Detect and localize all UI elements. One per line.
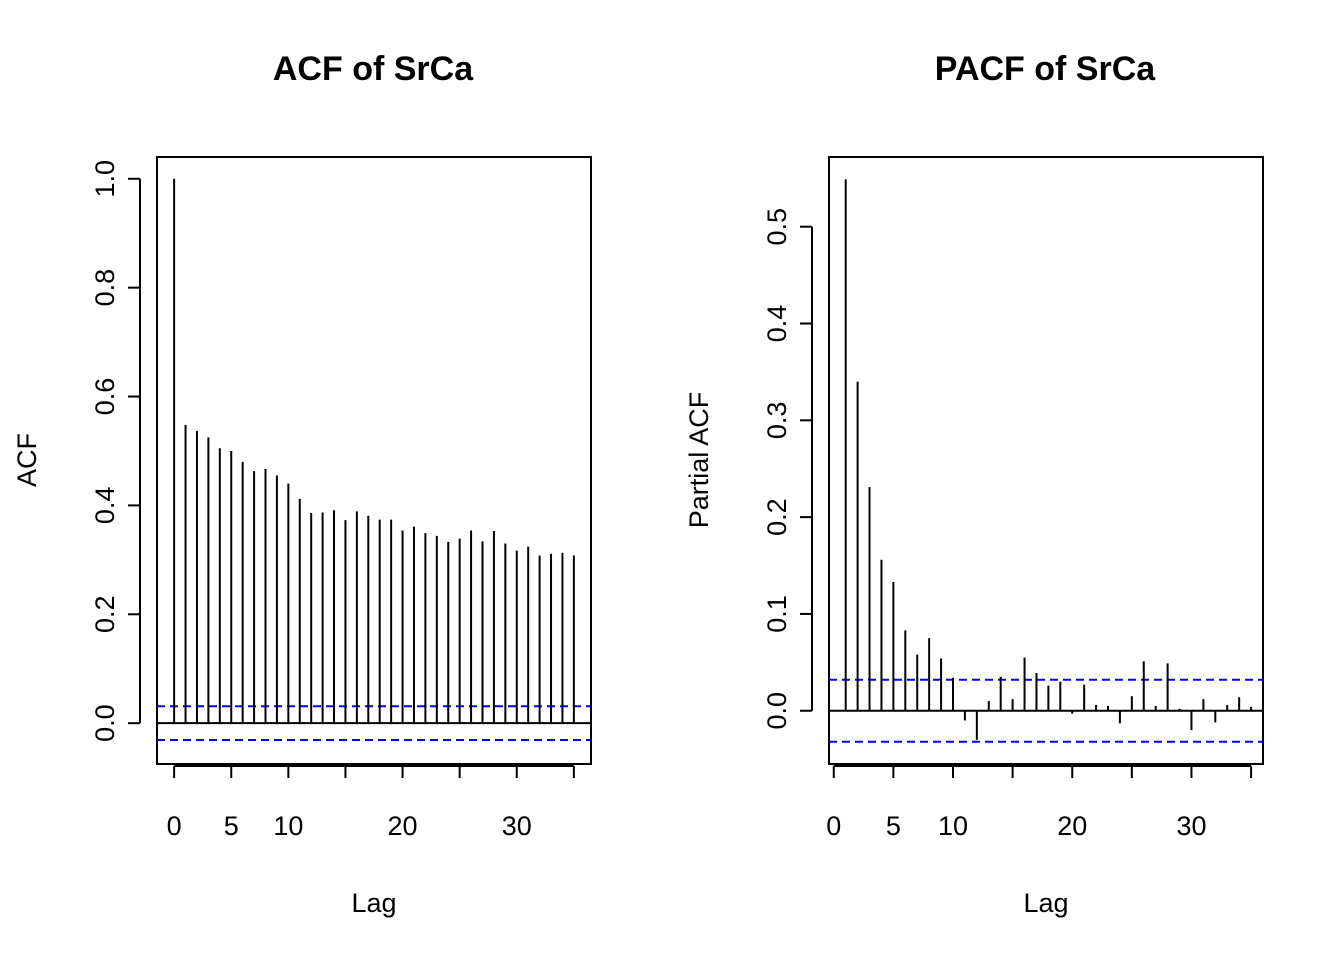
acf-y-tick-label-3: 0.6 — [90, 378, 120, 416]
acf-y-tick-label-1: 0.2 — [90, 596, 120, 634]
acf-x-tick-label-30: 30 — [502, 811, 532, 841]
acf-y-tick-label-2: 0.4 — [90, 487, 120, 525]
acf-x-axis-label: Lag — [351, 888, 396, 918]
acf-x-tick-label-5: 5 — [224, 811, 239, 841]
pacf-y-tick-label-3: 0.3 — [762, 402, 792, 440]
acf-x-axis: 0 5 10 20 30 — [167, 765, 575, 841]
pacf-x-axis-label: Lag — [1023, 888, 1068, 918]
pacf-x-tick-label-5: 5 — [886, 811, 901, 841]
acf-y-tick-label-4: 0.8 — [90, 269, 120, 307]
acf-x-tick-label-20: 20 — [388, 811, 418, 841]
acf-y-tick-label-0: 0.0 — [90, 704, 120, 742]
acf-x-tick-label-10: 10 — [273, 811, 303, 841]
pacf-y-tick-label-5: 0.5 — [762, 208, 792, 246]
pacf-y-axis-label: Partial ACF — [684, 392, 714, 529]
acf-y-axis: 0.0 0.2 0.4 0.6 0.8 1.0 — [90, 160, 141, 742]
acf-title: ACF of SrCa — [273, 50, 474, 88]
pacf-title: PACF of SrCa — [935, 50, 1156, 88]
pacf-y-tick-label-0: 0.0 — [762, 692, 792, 730]
pacf-x-axis: 0 5 10 20 30 — [826, 765, 1253, 841]
pacf-x-tick-label-30: 30 — [1176, 811, 1206, 841]
pacf-y-axis: 0.0 0.1 0.2 0.3 0.4 0.5 — [762, 208, 813, 730]
pacf-x-tick-label-20: 20 — [1057, 811, 1087, 841]
acf-confidence-lines — [157, 705, 591, 742]
acf-y-tick-label-5: 1.0 — [90, 160, 120, 198]
acf-panel: ACF of SrCa 0 5 10 20 30 0.00.20.40.60.81.0 … — [12, 50, 592, 918]
acf-y-axis-label: ACF — [12, 433, 42, 487]
pacf-x-tick-label-0: 0 — [826, 811, 841, 841]
acf-x-tick-label-0: 0 — [167, 811, 182, 841]
acf-plot-box — [156, 156, 592, 765]
pacf-y-tick-label-4: 0.4 — [762, 305, 792, 343]
pacf-y-tick-label-1: 0.1 — [762, 595, 792, 633]
pacf-panel: PACF of SrCa 0 5 10 20 30 0.0 0.1 0.2 0.3 0.4 0.5… — [684, 50, 1264, 918]
pacf-bars — [844, 179, 1253, 740]
pacf-plot-box — [828, 156, 1264, 765]
pacf-x-tick-label-10: 10 — [938, 811, 968, 841]
pacf-y-tick-label-2: 0.2 — [762, 498, 792, 536]
acf-bars — [173, 178, 575, 724]
